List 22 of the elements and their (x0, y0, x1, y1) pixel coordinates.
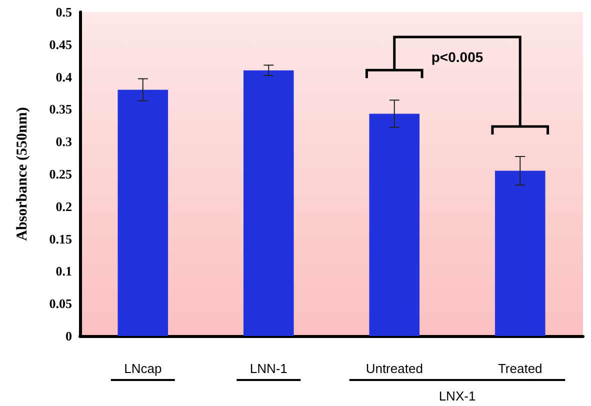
text: LNX-1 (438, 388, 476, 404)
y-tick-label: 0.1 (56, 264, 72, 279)
y-tick-label: 0.05 (49, 296, 72, 312)
x-tick-label: Untreated (366, 361, 423, 376)
y-tick-label: 0.5 (56, 4, 72, 20)
y-tick-label: 0 (66, 328, 72, 344)
y-tick-label: 0.2 (56, 198, 72, 214)
bar (494, 170, 546, 336)
x-tick-label: LNcap (124, 361, 162, 376)
y-tick-label: 0.4 (56, 69, 72, 84)
x-tick-label: Treated (498, 361, 542, 376)
x-tick-label: LNN-1 (250, 361, 288, 376)
annotation: p<0.005 (431, 49, 484, 65)
y-tick-label: 0.3 (56, 134, 72, 150)
bar (369, 114, 420, 336)
y-tick-label: 0.45 (49, 36, 72, 52)
y-tick-label: 0.35 (49, 102, 72, 117)
y-tick-label: 0.25 (49, 166, 72, 182)
bar (243, 70, 294, 336)
y-axis-title: Absorbance (550nm) (14, 107, 30, 241)
bar (118, 90, 168, 336)
y-tick-label: 0.15 (49, 231, 72, 246)
